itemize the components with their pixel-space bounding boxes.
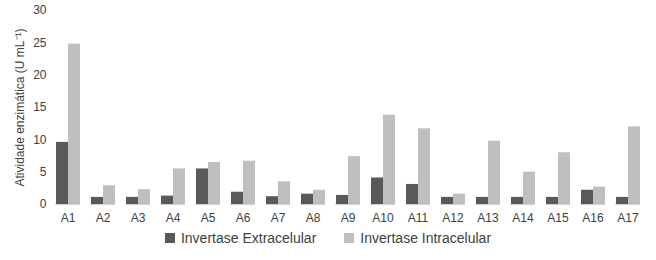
svg-text:A1: A1 [61,211,76,225]
svg-text:A2: A2 [96,211,111,225]
html-text:Invertase Extracelular: Invertase Extracelular [180,230,317,246]
svg-text:0: 0 [40,197,47,211]
svg-text:A4: A4 [166,211,181,225]
svg-text:A8: A8 [306,211,321,225]
svg-text:Atividade enzimática (U mL⁻¹): Atividade enzimática (U mL⁻¹) [13,28,27,186]
svg-text:A11: A11 [408,211,429,225]
svg-text:30: 30 [33,3,47,17]
svg-text:A14: A14 [512,211,534,225]
html-text:Invertase Intracelular: Invertase Intracelular [360,230,492,246]
svg-text:A10: A10 [372,211,394,225]
svg-text:A5: A5 [201,211,216,225]
svg-text:A7: A7 [271,211,286,225]
svg-text:A17: A17 [617,211,639,225]
svg-text:A16: A16 [582,211,604,225]
svg-text:10: 10 [33,133,47,147]
svg-text:15: 15 [33,100,47,114]
svg-text:A13: A13 [477,211,499,225]
svg-text:A6: A6 [236,211,251,225]
svg-text:A15: A15 [547,211,569,225]
svg-text:A12: A12 [442,211,464,225]
svg-text:A9: A9 [341,211,356,225]
svg-text:25: 25 [33,36,47,50]
svg-text:5: 5 [40,165,47,179]
svg-text:A3: A3 [131,211,146,225]
svg-text:20: 20 [33,68,47,82]
